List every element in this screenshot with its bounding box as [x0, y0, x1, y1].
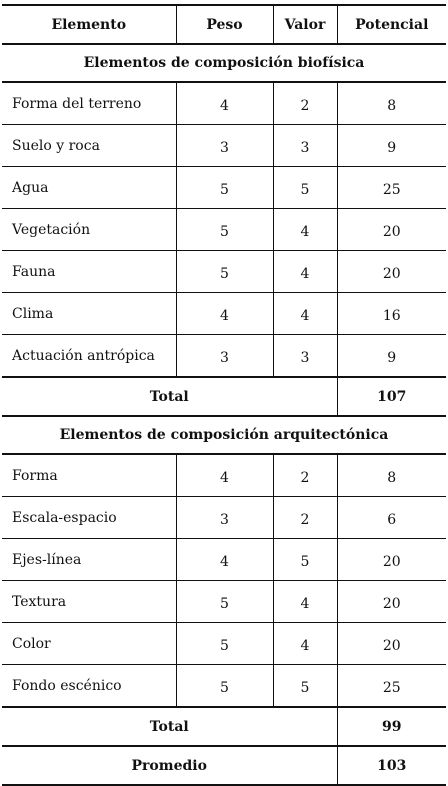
- section-title-row: Elementos de composición arquitectónica: [2, 416, 446, 454]
- cell-potencial: 20: [336, 208, 446, 251]
- cell-peso: 3: [175, 334, 273, 378]
- cell-valor: 2: [272, 496, 337, 539]
- header-potencial: Potencial: [336, 5, 446, 44]
- cell-peso: 5: [175, 166, 273, 209]
- cell-peso: 5: [175, 622, 273, 665]
- cell-potencial: 8: [336, 81, 446, 125]
- cell-valor: 4: [272, 580, 337, 623]
- cell-valor: 3: [272, 334, 337, 378]
- cell-potencial: 20: [336, 580, 446, 623]
- table-row: Ejes-línea 4 5 20: [2, 538, 446, 581]
- cell-valor: 3: [272, 124, 337, 167]
- cell-potencial: 9: [336, 334, 446, 378]
- assessment-table: Elemento Peso Valor Potencial Elementos …: [2, 4, 446, 786]
- cell-peso: 5: [175, 580, 273, 623]
- cell-peso: 3: [175, 124, 273, 167]
- table-row: Clima 4 4 16: [2, 292, 446, 335]
- table-row: Agua 5 5 25: [2, 166, 446, 209]
- cell-valor: 4: [272, 622, 337, 665]
- cell-elemento: Agua: [2, 166, 176, 209]
- cell-elemento: Fondo escénico: [2, 664, 176, 708]
- total-row: Total 99: [2, 707, 446, 746]
- header-elemento: Elemento: [51, 16, 127, 33]
- cell-elemento: Vegetación: [2, 208, 176, 251]
- cell-peso: 4: [175, 538, 273, 581]
- table-row: Escala-espacio 3 2 6: [2, 496, 446, 539]
- cell-valor: 5: [272, 538, 337, 581]
- cell-peso: 5: [175, 664, 273, 708]
- cell-potencial: 8: [336, 453, 446, 497]
- cell-elemento: Forma: [2, 453, 176, 497]
- cell-potencial: 16: [336, 292, 446, 335]
- section-title-biofisica: Elementos de composición biofísica: [83, 55, 365, 71]
- section-title-arquitectonica: Elementos de composición arquitectónica: [59, 427, 389, 443]
- total-value: 99: [336, 707, 446, 746]
- cell-elemento: Actuación antrópica: [2, 334, 176, 378]
- section-title-row: Elementos de composición biofísica: [2, 44, 446, 82]
- table-row: Suelo y roca 3 3 9: [2, 124, 446, 167]
- cell-elemento: Ejes-línea: [2, 538, 176, 581]
- cell-potencial: 20: [336, 622, 446, 665]
- page: Elemento Peso Valor Potencial Elementos …: [2, 5, 446, 785]
- cell-peso: 3: [175, 496, 273, 539]
- header-row: Elemento Peso Valor Potencial: [2, 5, 446, 44]
- cell-potencial: 25: [336, 166, 446, 209]
- header-valor: Valor: [272, 5, 337, 44]
- cell-peso: 4: [175, 453, 273, 497]
- promedio-label: Promedio: [131, 757, 207, 774]
- cell-valor: 5: [272, 664, 337, 708]
- cell-potencial: 25: [336, 664, 446, 708]
- cell-elemento: Color: [2, 622, 176, 665]
- cell-peso: 5: [175, 250, 273, 293]
- cell-elemento: Forma del terreno: [2, 81, 176, 125]
- cell-elemento: Suelo y roca: [2, 124, 176, 167]
- cell-valor: 5: [272, 166, 337, 209]
- table-row: Fondo escénico 5 5 25: [2, 664, 446, 708]
- cell-elemento: Clima: [2, 292, 176, 335]
- total-value: 107: [336, 377, 446, 416]
- total-row: Total 107: [2, 377, 446, 416]
- cell-valor: 2: [272, 81, 337, 125]
- cell-elemento: Fauna: [2, 250, 176, 293]
- promedio-value: 103: [336, 746, 446, 785]
- cell-valor: 2: [272, 453, 337, 497]
- cell-valor: 4: [272, 250, 337, 293]
- total-label: Total: [149, 718, 189, 735]
- table-row: Vegetación 5 4 20: [2, 208, 446, 251]
- header-peso: Peso: [175, 5, 273, 44]
- cell-valor: 4: [272, 292, 337, 335]
- cell-potencial: 20: [336, 538, 446, 581]
- cell-peso: 5: [175, 208, 273, 251]
- table-row: Textura 5 4 20: [2, 580, 446, 623]
- total-label: Total: [149, 388, 189, 405]
- cell-potencial: 9: [336, 124, 446, 167]
- table-row: Color 5 4 20: [2, 622, 446, 665]
- cell-elemento: Escala-espacio: [2, 496, 176, 539]
- promedio-row: Promedio 103: [2, 746, 446, 785]
- table-row: Fauna 5 4 20: [2, 250, 446, 293]
- cell-peso: 4: [175, 81, 273, 125]
- cell-potencial: 20: [336, 250, 446, 293]
- cell-peso: 4: [175, 292, 273, 335]
- table-row: Forma 4 2 8: [2, 453, 446, 497]
- cell-valor: 4: [272, 208, 337, 251]
- cell-elemento: Textura: [2, 580, 176, 623]
- table-row: Forma del terreno 4 2 8: [2, 81, 446, 125]
- cell-potencial: 6: [336, 496, 446, 539]
- table-row: Actuación antrópica 3 3 9: [2, 334, 446, 378]
